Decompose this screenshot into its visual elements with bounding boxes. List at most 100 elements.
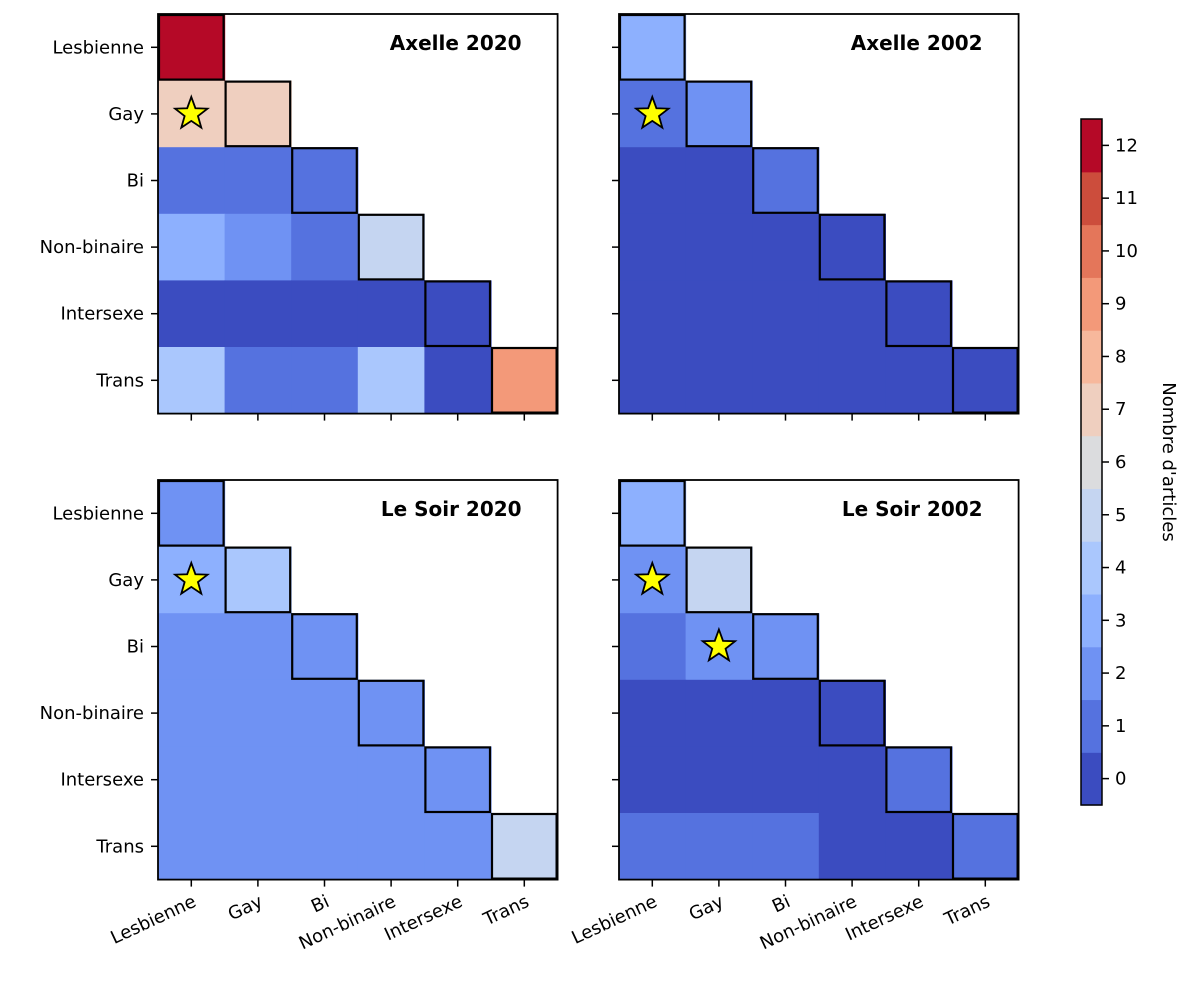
colorbar-tick-label: 0	[1115, 769, 1126, 790]
heatmap-cell	[752, 347, 820, 415]
heatmap-cell	[752, 613, 820, 681]
heatmap-cell	[158, 613, 226, 681]
heatmap-panel-2: Axelle 2002	[612, 13, 1020, 421]
heatmap-cell	[224, 546, 292, 614]
diagonal-cell-outline	[224, 80, 292, 148]
heatmap-cell	[619, 14, 687, 82]
heatmap-panel-3: Le Soir 2020 Lesbienne Gay Bi Non-binaire Int…	[40, 479, 559, 954]
heatmap-cell	[619, 147, 687, 215]
heatmap-cell	[224, 347, 292, 415]
x-tick-label: Lesbienne	[569, 891, 661, 949]
heatmap-cell	[291, 280, 359, 348]
heatmap-cell	[291, 613, 359, 681]
heatmap-cell	[158, 813, 226, 881]
heatmap-cell	[685, 213, 753, 281]
y-tick-label: Intersexe	[60, 304, 144, 325]
heatmap-cell	[619, 613, 687, 681]
diagonal-cell-outline	[291, 613, 358, 680]
heatmap-cell	[491, 347, 559, 415]
colorbar-segment	[1081, 171, 1102, 226]
heatmap-cell	[752, 679, 820, 747]
heatmap-cell	[685, 679, 753, 747]
panel-title: Le Soir 2002	[842, 497, 983, 521]
heatmap-cell	[158, 347, 226, 415]
y-tick-label: Non-binaire	[40, 703, 144, 724]
x-tick-label: Trans	[941, 891, 994, 931]
heatmap-cell	[818, 347, 886, 415]
diagonal-cell-outline	[951, 346, 1019, 414]
heatmap-cell	[424, 813, 492, 881]
heatmap-cell	[158, 480, 226, 548]
heatmap-cell	[752, 813, 820, 881]
heatmap-cell	[685, 280, 753, 348]
heatmap-cell	[158, 679, 226, 747]
heatmap-cell	[619, 679, 687, 747]
heatmap-cell	[752, 213, 820, 281]
x-tick-label: Gay	[686, 891, 727, 925]
diagonal-cell-outline	[885, 280, 953, 348]
heatmap-cell	[685, 347, 753, 415]
star-marker	[633, 560, 671, 596]
colorbar-tick-label: 10	[1115, 241, 1138, 262]
heatmap-cell	[885, 347, 953, 415]
y-tick-label: Lesbienne	[52, 503, 144, 524]
colorbar-segment	[1081, 224, 1102, 278]
x-tick-label: Bi	[769, 891, 794, 917]
heatmap-cell	[685, 546, 753, 614]
heatmap-cell	[752, 280, 820, 348]
heatmap-cell	[357, 679, 425, 747]
colorbar-segment	[1081, 382, 1102, 437]
colorbar-tick-label: 1	[1115, 716, 1126, 737]
colorbar-tick-label: 5	[1115, 505, 1126, 526]
y-tick-label: Bi	[127, 637, 144, 658]
heatmap-cell	[619, 813, 687, 881]
heatmap-cell	[357, 280, 425, 348]
colorbar-segment	[1081, 119, 1102, 173]
x-tick-label: Trans	[480, 891, 533, 931]
y-tick-label: Bi	[127, 171, 144, 192]
heatmap-cell	[158, 147, 226, 215]
diagonal-cell-outline	[157, 13, 225, 81]
heatmap-cell	[818, 213, 886, 281]
heatmap-cell	[885, 813, 953, 881]
heatmap-cell	[291, 813, 359, 881]
heatmap-cell	[685, 813, 753, 881]
heatmap-cell	[224, 613, 292, 681]
heatmap-cell	[685, 147, 753, 215]
y-tick-label: Intersexe	[60, 770, 144, 791]
colorbar-segment	[1081, 488, 1102, 542]
diagonal-cell-outline	[424, 280, 492, 348]
heatmap-cell	[291, 746, 359, 814]
diagonal-cell-outline	[357, 679, 425, 747]
diagonal-cell-outline	[424, 746, 492, 814]
colorbar-tick-label: 11	[1115, 188, 1138, 209]
heatmap-cell	[424, 746, 492, 814]
axes-frame	[157, 13, 559, 415]
heatmap-cell	[224, 80, 292, 148]
x-tick-label: Lesbienne	[108, 891, 200, 949]
axes-frame	[157, 479, 559, 881]
x-tick-label: Bi	[308, 891, 333, 917]
panel-title: Le Soir 2020	[381, 497, 522, 521]
diagonal-cell-outline	[752, 613, 819, 680]
heatmap-cell	[885, 746, 953, 814]
heatmap-cell	[818, 280, 886, 348]
panel-title: Axelle 2020	[390, 31, 522, 55]
axes-frame	[618, 479, 1020, 881]
y-tick-label: Gay	[108, 570, 144, 591]
star-marker	[700, 626, 738, 663]
y-tick-label: Lesbienne	[52, 37, 144, 58]
diagonal-cell-outline	[685, 546, 753, 614]
heatmap-cell	[357, 213, 425, 281]
heatmap-cell	[685, 80, 753, 148]
heatmap-cell	[818, 746, 886, 814]
colorbar-tick-label: 3	[1115, 610, 1126, 631]
heatmap-cell	[424, 347, 492, 415]
heatmap-cell	[291, 347, 359, 415]
heatmap-cell	[885, 280, 953, 348]
colorbar-tick-label: 7	[1115, 399, 1126, 420]
diagonal-cell-outline	[357, 213, 425, 281]
